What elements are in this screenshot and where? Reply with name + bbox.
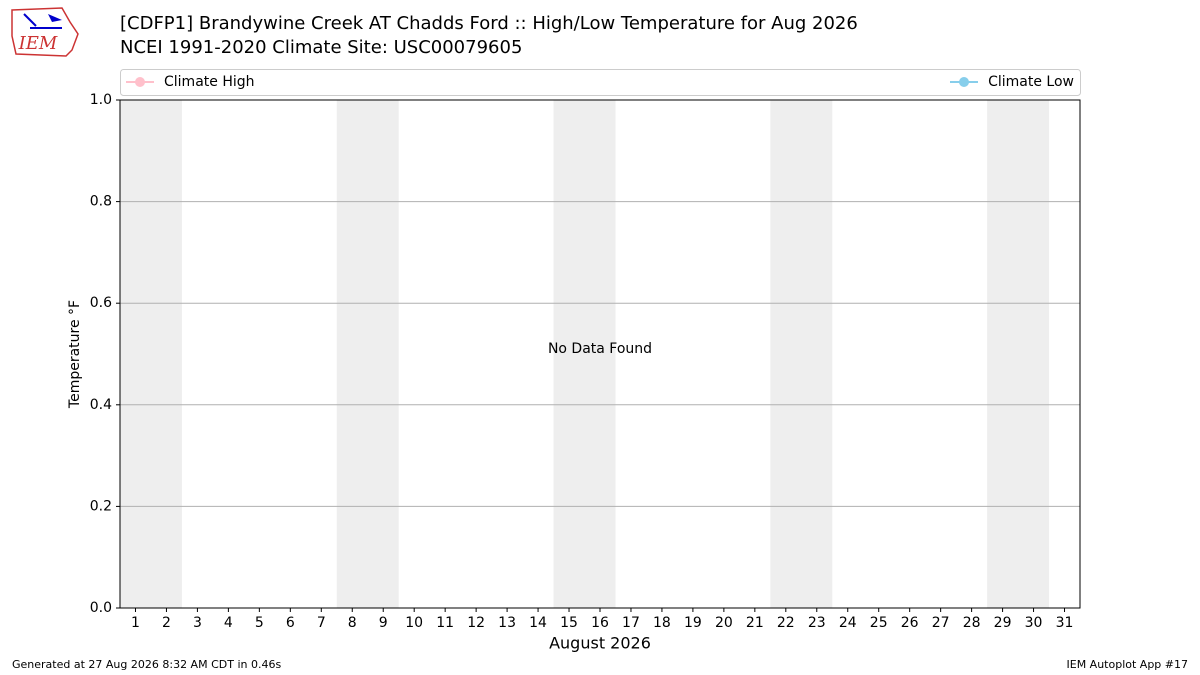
y-tick-label: 0.2	[90, 498, 112, 514]
x-tick-label: 26	[901, 615, 919, 631]
x-tick-label: 5	[255, 615, 264, 631]
x-tick-label: 27	[932, 615, 950, 631]
x-tick-label: 29	[994, 615, 1012, 631]
x-tick-label: 7	[317, 615, 326, 631]
x-tick-label: 6	[286, 615, 295, 631]
x-tick-label: 17	[622, 615, 640, 631]
x-tick-label: 22	[777, 615, 795, 631]
weekend-band	[987, 100, 1050, 608]
footer-left: Generated at 27 Aug 2026 8:32 AM CDT in …	[12, 658, 281, 671]
logo-text: IEM	[18, 33, 58, 54]
x-axis-label: August 2026	[549, 634, 651, 653]
legend	[120, 69, 1081, 96]
logo: IEM	[11, 7, 79, 57]
weekend-band	[553, 100, 616, 608]
x-tick-label: 8	[348, 615, 357, 631]
x-tick-label: 25	[870, 615, 888, 631]
x-tick-label: 30	[1025, 615, 1043, 631]
x-tick-label: 16	[591, 615, 609, 631]
x-tick-label: 9	[379, 615, 388, 631]
chart-title: [CDFP1] Brandywine Creek AT Chadds Ford …	[120, 13, 858, 34]
x-tick-label: 18	[653, 615, 671, 631]
legend-marker	[135, 77, 145, 87]
plot-frame	[119, 99, 1081, 609]
x-tick-label: 14	[529, 615, 547, 631]
x-tick-label: 4	[224, 615, 233, 631]
y-tick-label: 0.4	[90, 397, 112, 413]
x-tick-label: 28	[963, 615, 981, 631]
y-axis-label: Temperature °F	[67, 300, 83, 409]
x-tick-label: 13	[498, 615, 516, 631]
x-tick-label: 19	[684, 615, 702, 631]
x-tick-label: 23	[808, 615, 826, 631]
legend-marker	[959, 77, 969, 87]
legend-label: Climate High	[164, 74, 255, 90]
weekend-band	[336, 100, 399, 608]
x-tick-label: 12	[467, 615, 485, 631]
x-tick-label: 10	[405, 615, 423, 631]
y-tick-label: 0.0	[90, 600, 112, 616]
x-tick-label: 2	[162, 615, 171, 631]
y-tick-label: 0.6	[90, 295, 112, 311]
y-tick-label: 1.0	[90, 92, 112, 108]
y-tick-label: 0.8	[90, 194, 112, 210]
x-tick-label: 11	[436, 615, 454, 631]
x-tick-label: 31	[1056, 615, 1074, 631]
x-tick-label: 1	[131, 615, 140, 631]
chart-subtitle: NCEI 1991-2020 Climate Site: USC00079605	[120, 37, 522, 58]
x-tick-label: 21	[746, 615, 764, 631]
legend-label: Climate Low	[988, 74, 1074, 90]
x-tick-label: 20	[715, 615, 733, 631]
x-tick-label: 24	[839, 615, 857, 631]
weekend-band	[120, 100, 182, 608]
x-tick-label: 15	[560, 615, 578, 631]
footer-right: IEM Autoplot App #17	[1067, 658, 1189, 671]
annotation: No Data Found	[548, 341, 652, 357]
weekend-band	[770, 100, 833, 608]
x-tick-label: 3	[193, 615, 202, 631]
